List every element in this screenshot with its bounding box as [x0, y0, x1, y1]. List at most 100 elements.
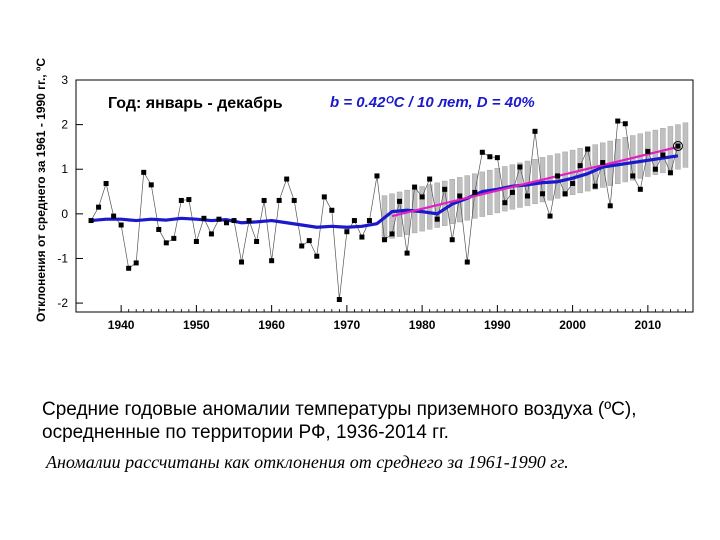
anomaly-point-1944 — [148, 182, 154, 188]
anomaly-point-1976 — [389, 231, 395, 237]
caption-line-1: Средние годовые аномалии температуры при… — [42, 399, 637, 420]
anomaly-point-1968 — [329, 207, 335, 213]
anomaly-point-1980 — [419, 194, 425, 200]
y-tick-label--2: -2 — [57, 296, 68, 310]
anomaly-point-2005 — [607, 203, 613, 209]
anomaly-point-1963 — [291, 197, 297, 203]
anomaly-point-1969 — [336, 297, 342, 303]
anomaly-point-1962 — [284, 176, 290, 182]
anomaly-point-1998 — [555, 173, 561, 179]
anomaly-point-2001 — [577, 163, 583, 169]
anomaly-point-1993 — [517, 164, 523, 170]
anomaly-point-1970 — [344, 229, 350, 235]
temperature-anomaly-chart: 1940 1950 1960 1970 1980 1990 2000 2010 -2 -1 0 1 2 3… — [34, 58, 694, 332]
anomaly-point-1979 — [412, 184, 418, 190]
anomaly-point-2012 — [660, 152, 666, 158]
anomaly-point-1987 — [472, 189, 478, 195]
anomaly-point-1994 — [524, 193, 530, 199]
x-tick-label-1980: 1980 — [409, 318, 436, 332]
anomaly-point-1978 — [404, 250, 410, 256]
anomaly-point-1974 — [374, 173, 380, 179]
anomaly-point-1937 — [96, 204, 102, 210]
anomaly-point-1939 — [111, 213, 117, 219]
anomaly-point-1945 — [156, 226, 162, 232]
moving-average-line — [90, 154, 679, 229]
anomaly-point-1988 — [479, 149, 485, 155]
anomaly-points — [88, 118, 683, 303]
anomaly-point-2010 — [645, 148, 651, 154]
anomaly-point-2004 — [600, 160, 606, 166]
axes: 1940 1950 1960 1970 1980 1990 2000 2010 -2 -1 0 1 2 3 — [57, 73, 694, 332]
anomaly-point-2007 — [622, 121, 628, 127]
anomaly-point-1999 — [562, 191, 568, 197]
anomaly-point-1971 — [351, 218, 357, 224]
anomaly-point-1997 — [547, 213, 553, 219]
caption-note: Аномалии рассчитаны как отклонения от ср… — [46, 452, 569, 472]
anomaly-point-1983 — [442, 186, 448, 192]
band-bar-2015 — [682, 122, 689, 168]
anomaly-point-2013 — [667, 170, 673, 176]
anomaly-point-1955 — [231, 218, 237, 224]
anomaly-point-1951 — [201, 215, 207, 221]
anomaly-point-1984 — [449, 237, 455, 243]
x-tick-label-2000: 2000 — [559, 318, 586, 332]
y-tick-label-2: 2 — [61, 118, 68, 132]
anomaly-point-1964 — [299, 243, 305, 249]
last-point-marker — [672, 141, 683, 152]
anomaly-point-1956 — [239, 259, 245, 265]
anomaly-point-1942 — [133, 260, 139, 266]
anomaly-point-1941 — [126, 265, 132, 271]
x-tick-label-1960: 1960 — [258, 318, 285, 332]
anomaly-point-1989 — [487, 154, 493, 160]
anomaly-point-1967 — [321, 194, 327, 200]
anomaly-point-1973 — [366, 218, 372, 224]
y-tick-label-3: 3 — [61, 73, 68, 87]
anomaly-point-2003 — [592, 183, 598, 189]
anomaly-point-1959 — [261, 197, 267, 203]
y-tick-label-0: 0 — [61, 207, 68, 221]
anomaly-point-1954 — [223, 220, 229, 226]
anomaly-point-1965 — [306, 238, 312, 244]
anomaly-point-1940 — [118, 222, 124, 228]
anomaly-point-1936 — [88, 218, 94, 224]
anomaly-point-1960 — [269, 258, 275, 264]
anomaly-point-1972 — [359, 234, 365, 240]
trend-label: b = 0.42ᴼC / 10 лет, D = 40% — [330, 94, 535, 111]
anomaly-point-1943 — [141, 169, 147, 175]
anomaly-point-2008 — [630, 173, 636, 179]
anomaly-point-1986 — [464, 259, 470, 265]
anomaly-point-1975 — [382, 237, 387, 243]
anomaly-point-2006 — [615, 118, 621, 124]
anomaly-point-1985 — [457, 193, 463, 199]
x-tick-label-1990: 1990 — [484, 318, 511, 332]
anomaly-point-1995 — [532, 128, 538, 134]
anomaly-point-1981 — [427, 176, 433, 182]
anomaly-point-2000 — [570, 181, 576, 187]
anomaly-point-1952 — [208, 231, 214, 237]
anomaly-point-1991 — [502, 200, 508, 206]
x-tick-label-1970: 1970 — [334, 318, 361, 332]
anomaly-point-2014 — [675, 143, 681, 149]
y-axis-label: Отклонения от среднего за 1961 - 1990 гг… — [34, 58, 48, 322]
x-tick-label-1950: 1950 — [183, 318, 210, 332]
x-tick-label-1940: 1940 — [108, 318, 135, 332]
y-tick-label--1: -1 — [57, 251, 68, 265]
anomaly-point-1948 — [178, 197, 184, 203]
anomaly-point-1958 — [254, 239, 260, 245]
anomaly-point-1992 — [509, 189, 515, 195]
anomaly-point-1957 — [246, 218, 252, 224]
caption-line-2: осредненные по территории РФ, 1936-2014 … — [42, 422, 449, 443]
anomaly-point-1953 — [216, 216, 222, 222]
anomaly-point-1938 — [103, 181, 109, 187]
x-tick-label-2010: 2010 — [635, 318, 662, 332]
caption-main: Средние годовые аномалии температуры при… — [42, 398, 712, 444]
chart-title: Год: январь - декабрь — [108, 95, 283, 112]
anomaly-point-1990 — [494, 155, 500, 161]
anomaly-point-1977 — [397, 198, 403, 204]
anomaly-point-1982 — [434, 216, 440, 222]
anomaly-point-2002 — [585, 146, 591, 152]
anomaly-point-2009 — [637, 186, 643, 192]
anomaly-point-1949 — [186, 197, 192, 203]
anomaly-point-1946 — [163, 240, 169, 246]
anomaly-point-1996 — [540, 191, 546, 197]
